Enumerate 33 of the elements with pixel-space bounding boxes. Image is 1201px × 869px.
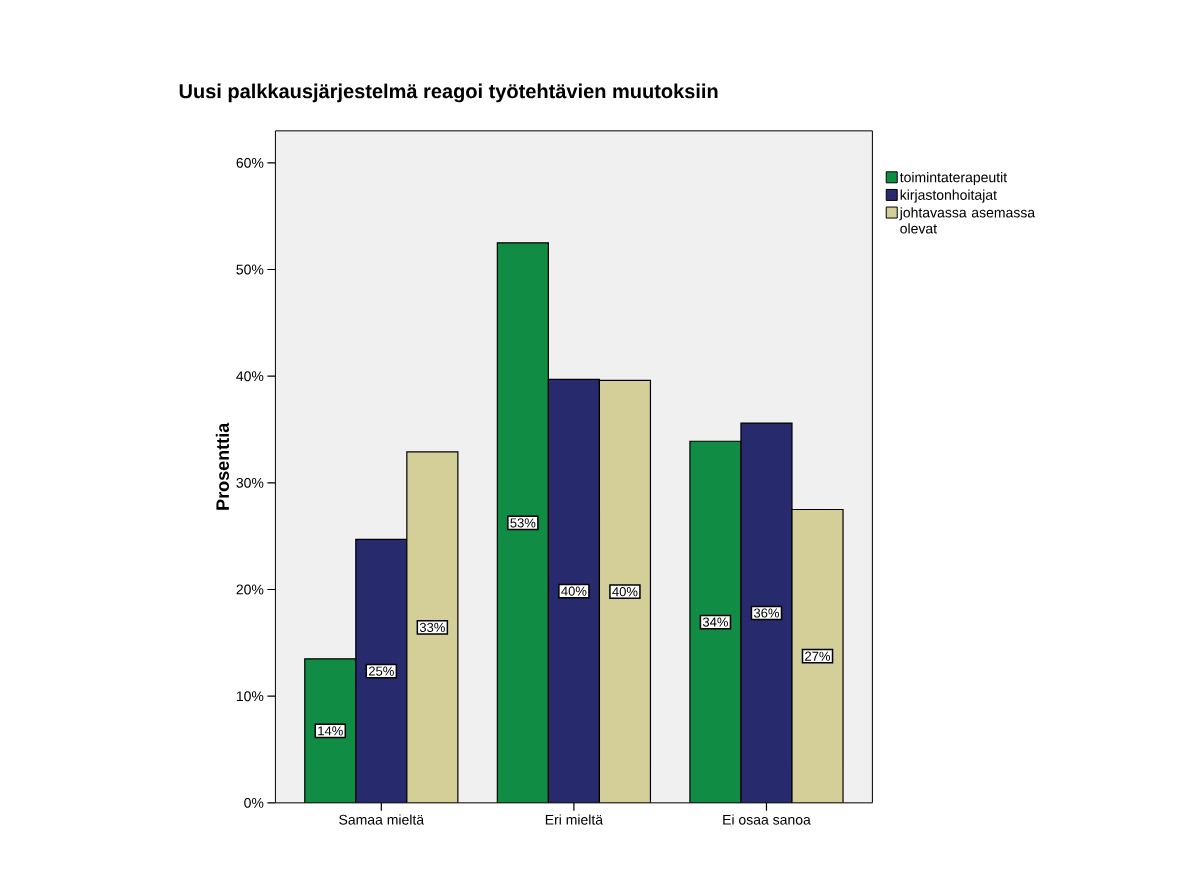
legend-label: johtavassa asemassa olevat bbox=[899, 207, 1036, 234]
y-tick-label: 40% bbox=[236, 371, 264, 382]
data-label: 34% bbox=[702, 617, 728, 627]
bar bbox=[689, 440, 742, 803]
x-tick-label: Ei osaa sanoa bbox=[723, 814, 811, 825]
bar bbox=[791, 508, 844, 803]
bar bbox=[740, 422, 793, 803]
x-tick-label: Samaa mieltä bbox=[339, 814, 425, 825]
legend-label: toimintaterapeutit bbox=[899, 171, 1007, 186]
y-tick-label: 50% bbox=[236, 264, 264, 275]
bar bbox=[304, 658, 356, 803]
data-label: 36% bbox=[753, 608, 780, 618]
data-label: 40% bbox=[612, 587, 638, 597]
legend-label: kirjastonhoitajat bbox=[900, 189, 997, 203]
data-label: 40% bbox=[561, 586, 587, 596]
bar bbox=[406, 451, 458, 803]
y-tick-label: 10% bbox=[236, 691, 264, 702]
data-label: 27% bbox=[805, 651, 831, 661]
bar bbox=[355, 539, 407, 803]
bar bbox=[598, 379, 652, 803]
x-tick-label: Eri mieltä bbox=[545, 814, 604, 825]
y-tick-label: 30% bbox=[236, 477, 264, 488]
y-axis-title: Prosenttia bbox=[215, 422, 230, 510]
data-label: 14% bbox=[318, 726, 343, 736]
y-tick-label: 0% bbox=[244, 797, 264, 808]
chart-title: Uusi palkkausjärjestelmä reagoi työtehtävien muutoksiin bbox=[179, 83, 718, 103]
bar bbox=[547, 378, 601, 803]
y-tick-label: 60% bbox=[236, 157, 264, 168]
data-label: 33% bbox=[419, 622, 445, 632]
y-tick-label: 20% bbox=[236, 584, 264, 595]
data-label: 25% bbox=[368, 666, 394, 676]
bar bbox=[496, 242, 549, 803]
data-label: 53% bbox=[510, 518, 536, 528]
